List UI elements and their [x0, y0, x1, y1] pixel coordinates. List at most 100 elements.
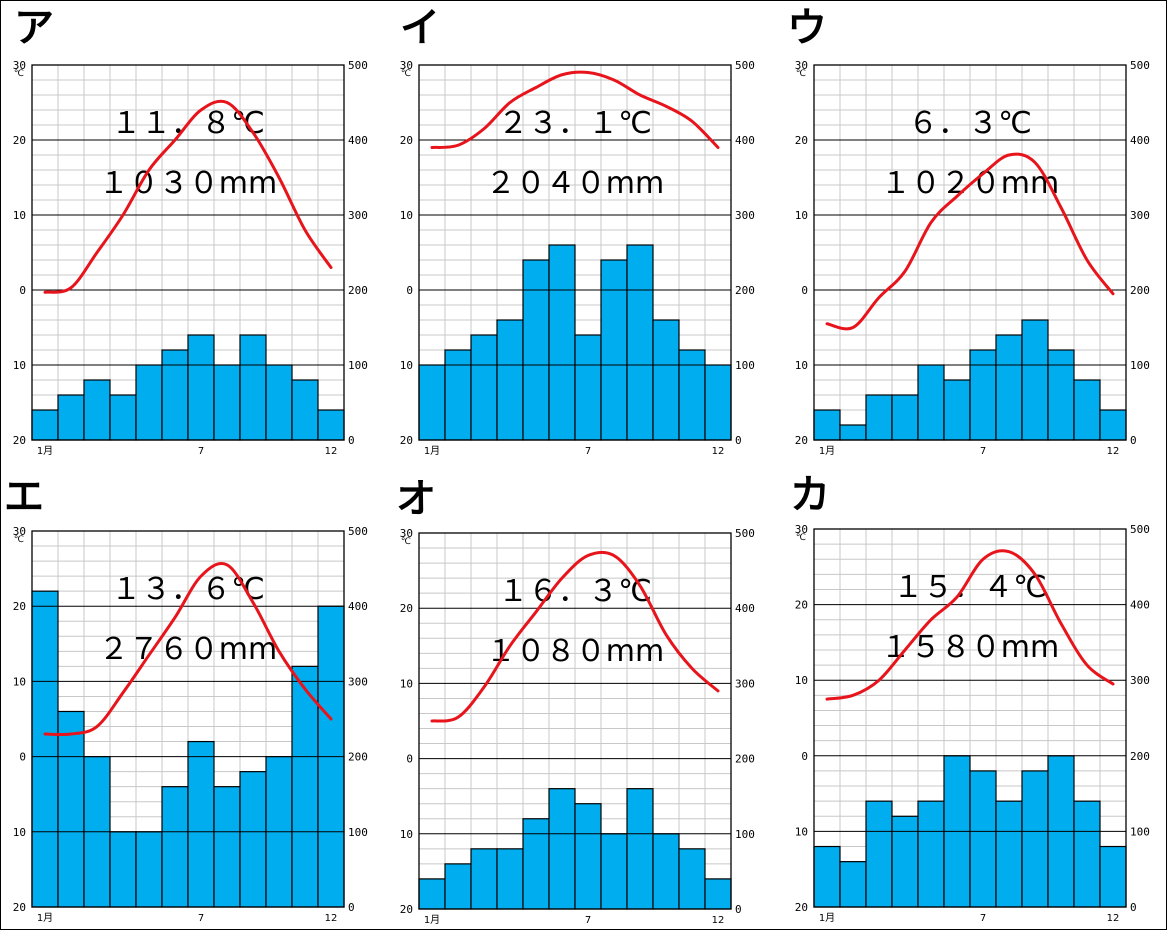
temp-tick-label: 20: [13, 901, 26, 914]
temp-tick-label: 20: [13, 134, 26, 147]
temp-unit-label: ℃: [401, 537, 411, 547]
month-tick-label: 12: [325, 913, 338, 924]
panel-label: エ: [4, 474, 44, 520]
month-tick-label: 7: [585, 446, 591, 457]
temp-tick-label: 10: [13, 826, 26, 839]
temp-tick-label: 10: [795, 359, 808, 372]
temp-tick-label: 10: [13, 209, 26, 222]
panel-label: カ: [790, 472, 830, 518]
precipitation-bar: [678, 848, 706, 910]
precipitation-bar: [418, 878, 446, 910]
month-tick-label: 12: [325, 446, 338, 457]
temperature-line: [43, 562, 333, 737]
annual-precipitation: １５８０mm: [881, 630, 1059, 665]
temp-tick-label: 0: [19, 284, 26, 297]
precipitation-bar: [1073, 800, 1101, 908]
precip-tick-label: 200: [1130, 284, 1150, 297]
temperature-line: [825, 549, 1115, 701]
precipitation-bar: [239, 771, 267, 908]
precip-tick-label: 200: [1130, 750, 1150, 763]
precip-tick-label: 0: [348, 434, 355, 447]
precipitation-bar: [109, 831, 137, 908]
precipitation-bar: [969, 770, 997, 908]
precipitation-bar: [813, 409, 841, 441]
temp-tick-label: 30: [400, 59, 413, 72]
precip-tick-label: 400: [1130, 134, 1150, 147]
panel-label: イ: [400, 5, 440, 51]
precip-tick-label: 100: [1130, 359, 1150, 372]
temperature-line: [430, 550, 720, 723]
annual-precipitation: １０８０mm: [486, 634, 664, 669]
precipitation-bar: [678, 349, 706, 441]
precipitation-bar: [109, 394, 137, 441]
temp-tick-label: 30: [795, 523, 808, 536]
precip-tick-label: 500: [1130, 59, 1150, 72]
panel-label: ウ: [787, 5, 827, 51]
precip-tick-label: 300: [1130, 209, 1150, 222]
temp-tick-label: 0: [406, 284, 413, 297]
precipitation-bar: [418, 364, 446, 441]
temp-tick-label: 0: [801, 284, 808, 297]
month-tick-label: 7: [980, 913, 986, 924]
precipitation-bar: [161, 349, 189, 441]
temperature-line: [43, 99, 333, 294]
temp-unit-label: ℃: [796, 533, 806, 543]
precip-tick-label: 500: [1130, 523, 1150, 536]
precip-tick-label: 400: [735, 602, 755, 615]
precipitation-bar: [1099, 845, 1127, 908]
month-tick-label: 12: [712, 915, 725, 926]
precipitation-bar: [548, 788, 576, 910]
annual-mean-temperature: １３．６℃: [111, 572, 265, 607]
precipitation-bar: [444, 863, 472, 910]
month-tick-label: 12: [1107, 446, 1120, 457]
precip-tick-label: 100: [348, 826, 368, 839]
plot-frame: [418, 64, 732, 441]
temp-unit-label: ℃: [14, 69, 24, 79]
precip-tick-label: 400: [348, 600, 368, 613]
temp-unit-label: ℃: [401, 69, 411, 79]
plot-frame: [813, 528, 1127, 908]
precipitation-bar: [813, 845, 841, 908]
precipitation-bar: [839, 861, 867, 908]
precipitation-bar: [600, 259, 628, 441]
precipitation-bar: [135, 364, 163, 441]
precip-tick-label: 400: [735, 134, 755, 147]
temp-unit-label: ℃: [14, 535, 24, 545]
plot-frame: [31, 530, 345, 908]
precipitation-bar: [574, 334, 602, 441]
temp-tick-label: 20: [795, 434, 808, 447]
precipitation-bar: [865, 800, 893, 908]
plot-frame: [418, 532, 732, 910]
precip-tick-label: 500: [348, 525, 368, 538]
precip-tick-label: 0: [348, 901, 355, 914]
precipitation-bar: [626, 244, 654, 441]
precipitation-bar: [187, 740, 215, 908]
month-tick-label: 7: [198, 446, 204, 457]
month-tick-label: 12: [712, 446, 725, 457]
precipitation-bar: [917, 800, 945, 908]
precipitation-bar: [291, 665, 319, 908]
precipitation-bar: [574, 803, 602, 910]
temp-tick-label: 20: [795, 901, 808, 914]
precipitation-bar: [291, 379, 319, 441]
temp-tick-label: 30: [400, 527, 413, 540]
temp-tick-label: 20: [795, 134, 808, 147]
precip-tick-label: 200: [735, 284, 755, 297]
precip-tick-label: 300: [1130, 674, 1150, 687]
precipitation-bar: [548, 244, 576, 441]
temp-tick-label: 10: [400, 828, 413, 841]
month-tick-label: 1月: [819, 912, 835, 924]
temp-tick-label: 30: [13, 525, 26, 538]
temp-tick-label: 20: [400, 134, 413, 147]
month-tick-label: 7: [980, 446, 986, 457]
precipitation-bar: [161, 786, 189, 908]
month-tick-label: 7: [585, 915, 591, 926]
precipitation-bar: [865, 394, 893, 441]
temp-tick-label: 10: [795, 674, 808, 687]
temp-tick-label: 10: [13, 359, 26, 372]
precip-tick-label: 200: [735, 753, 755, 766]
panel-label: ア: [14, 5, 54, 51]
